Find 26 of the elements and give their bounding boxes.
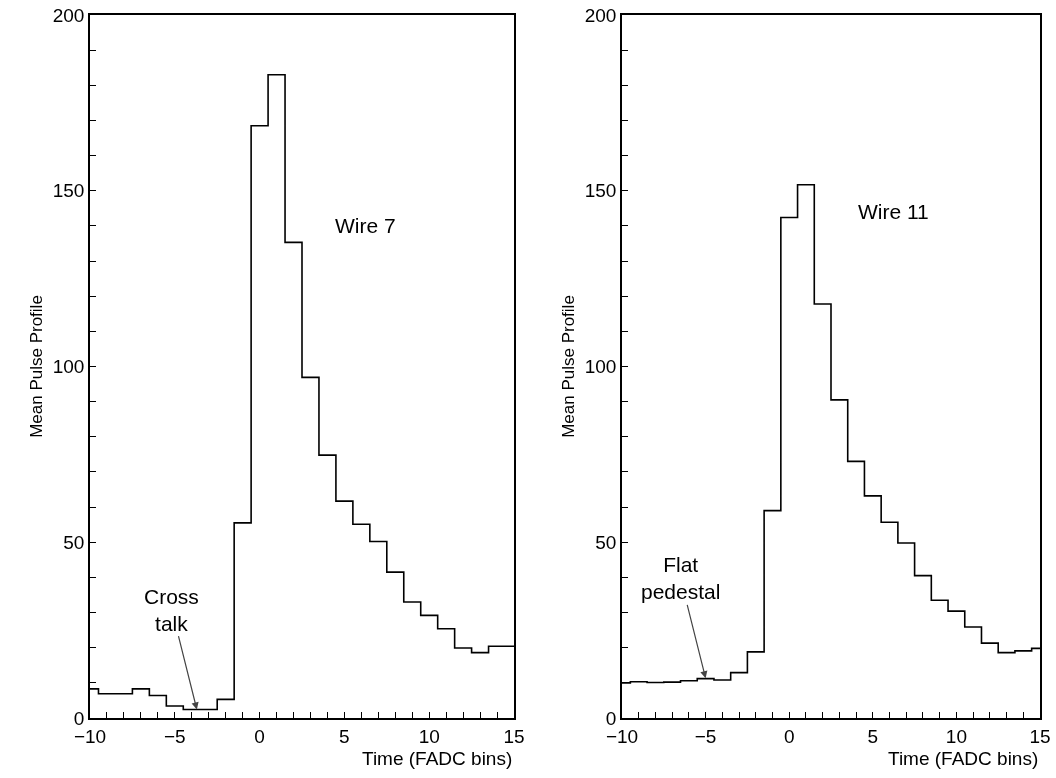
y-tick-label: 100	[584, 356, 617, 378]
y-tick-label: 200	[52, 4, 85, 26]
annotation: Cross talk	[144, 585, 199, 636]
x-tick-label: 10	[418, 725, 440, 747]
x-tick-label: 10	[945, 725, 967, 747]
y-tick-label: 100	[52, 356, 85, 378]
x-tick-label: 0	[783, 725, 795, 747]
x-tick-label: 0	[254, 725, 265, 747]
x-tick-label: 5	[339, 725, 350, 747]
x-tick-label: 5	[867, 725, 879, 747]
annotation: Wire 11	[858, 200, 929, 223]
y-tick-label: 150	[584, 180, 617, 202]
x-axis-title: Time (FADC bins)	[888, 748, 1039, 769]
y-tick-label: 50	[595, 531, 617, 553]
x-tick-label: −5	[694, 725, 717, 747]
x-axis-title: Time (FADC bins)	[362, 748, 513, 769]
y-axis-title: Mean Pulse Profile	[558, 295, 578, 438]
y-tick-label: 150	[52, 180, 85, 202]
x-tick-label: 15	[1029, 725, 1051, 747]
annotation: Flat pedestal	[641, 553, 721, 604]
x-tick-label: 15	[503, 725, 525, 747]
y-tick-label: 50	[63, 531, 85, 553]
y-axis-title: Mean Pulse Profile	[26, 295, 46, 438]
x-tick-label: −5	[163, 725, 186, 747]
y-tick-label: 200	[584, 4, 617, 26]
annotation: Wire 7	[335, 214, 396, 237]
